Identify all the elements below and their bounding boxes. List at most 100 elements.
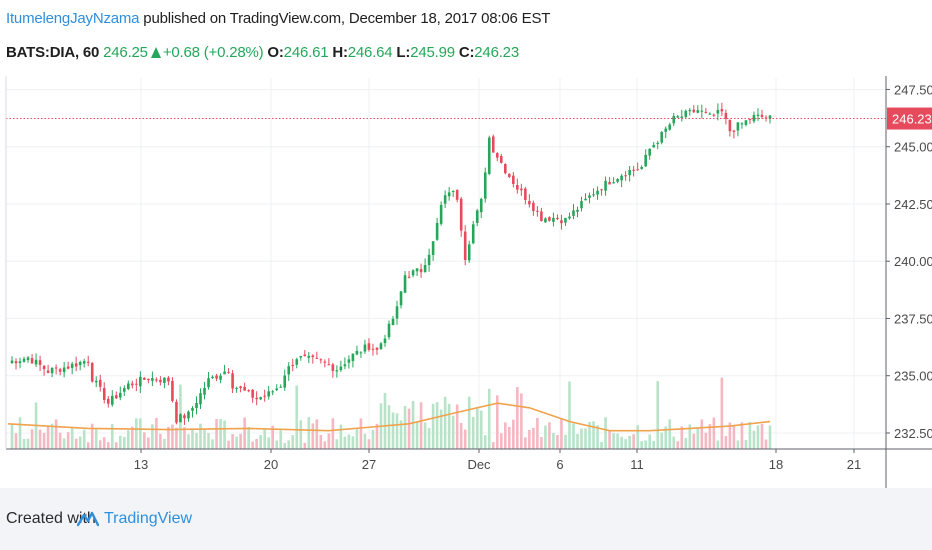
volume-bar [70, 428, 74, 449]
candle [756, 114, 760, 116]
candle [616, 178, 619, 182]
volume-bar [187, 434, 190, 449]
volume-bar [10, 424, 14, 449]
candle [411, 270, 415, 276]
candle [387, 323, 391, 338]
volume-bar [640, 441, 643, 449]
volume-bar [580, 428, 583, 449]
candle [171, 380, 174, 401]
volume-bar [451, 415, 455, 449]
candle [199, 393, 202, 405]
volume-bar [584, 428, 587, 449]
candle [752, 114, 756, 122]
volume-bar [403, 405, 407, 449]
candle [692, 109, 696, 113]
volume-bar [139, 418, 142, 449]
volume-bar [411, 400, 415, 449]
footer: Created with TradingView [0, 488, 932, 550]
volume-bar [528, 429, 531, 449]
volume-bar [704, 432, 708, 449]
candle [291, 364, 295, 366]
candle [62, 367, 66, 373]
volume-bar [259, 434, 262, 449]
candle [259, 397, 262, 400]
candle [295, 359, 299, 365]
candle [123, 388, 126, 392]
volume-bar [279, 430, 283, 449]
volume-bar [327, 433, 331, 449]
volume-bar [427, 428, 431, 449]
volume-bar [576, 434, 579, 449]
tradingview-logo-icon[interactable] [77, 510, 99, 528]
volume-bar [572, 423, 575, 449]
volume-moving-average [7, 402, 771, 432]
candle [688, 110, 692, 112]
volume-bar [459, 422, 463, 449]
price-chart[interactable]: 232.50 235.00 237.50 240.00 242.50 245.00 247.… [0, 76, 932, 488]
chart-area[interactable]: 232.50 235.00 237.50 240.00 242.50 245.00 247.… [0, 76, 932, 488]
candle [30, 358, 34, 364]
volume-bar [692, 433, 696, 449]
tradingview-brand[interactable]: TradingView [104, 510, 193, 527]
volume-bar [42, 432, 46, 449]
candle [479, 198, 483, 213]
candle [528, 200, 531, 205]
candle [42, 365, 46, 370]
symbol-label[interactable]: BATS:DIA, 60 [6, 44, 100, 61]
volume-bar [311, 423, 315, 449]
volume-bar [720, 377, 724, 449]
volume-bar [624, 439, 627, 449]
author-link[interactable]: ItumelengJayNzama [6, 10, 140, 27]
candle [648, 148, 651, 156]
candle [708, 113, 712, 115]
candle [195, 403, 198, 409]
candle [359, 352, 363, 354]
volume-bar [636, 425, 639, 449]
volume-bar [604, 417, 607, 449]
x-tick-label: Dec [467, 457, 491, 472]
volume-bar [295, 385, 299, 449]
candle [483, 172, 487, 199]
candle [499, 156, 503, 163]
candle [491, 136, 495, 153]
candle [423, 265, 427, 273]
volume-bar [207, 433, 210, 449]
volume-bar [564, 434, 567, 449]
volume-bar [708, 424, 712, 449]
volume-bar [552, 432, 555, 449]
volume-bar [700, 419, 704, 449]
candle [640, 166, 643, 169]
candle [419, 269, 423, 273]
y-tick-label: 245.00 [894, 140, 932, 155]
y-tick-label: 247.50 [894, 82, 932, 97]
volume-bar [30, 429, 34, 449]
candle [110, 395, 114, 405]
candle [70, 363, 74, 368]
candle [439, 204, 443, 224]
up-arrow-icon [150, 47, 161, 58]
volume-bar [227, 440, 230, 449]
candle [564, 217, 567, 223]
volume-bar [556, 434, 559, 449]
candle [46, 370, 50, 373]
volume-bar [371, 429, 375, 449]
candle [644, 154, 647, 167]
volume-bar [343, 436, 347, 449]
candle [351, 353, 355, 362]
candle [604, 180, 607, 191]
volume-bar [520, 393, 523, 449]
candle [664, 128, 668, 132]
volume-bar [435, 402, 439, 449]
volume-bar [151, 424, 154, 449]
candle [636, 169, 639, 171]
open-value: 246.61 [283, 44, 329, 61]
candle [676, 116, 680, 118]
candle [628, 169, 631, 176]
candle [740, 123, 744, 125]
candle [135, 383, 138, 385]
candle [211, 376, 214, 379]
candle [652, 145, 655, 148]
volume-bar [375, 423, 379, 449]
volume-bar [303, 442, 307, 449]
volume-bar [54, 419, 58, 449]
